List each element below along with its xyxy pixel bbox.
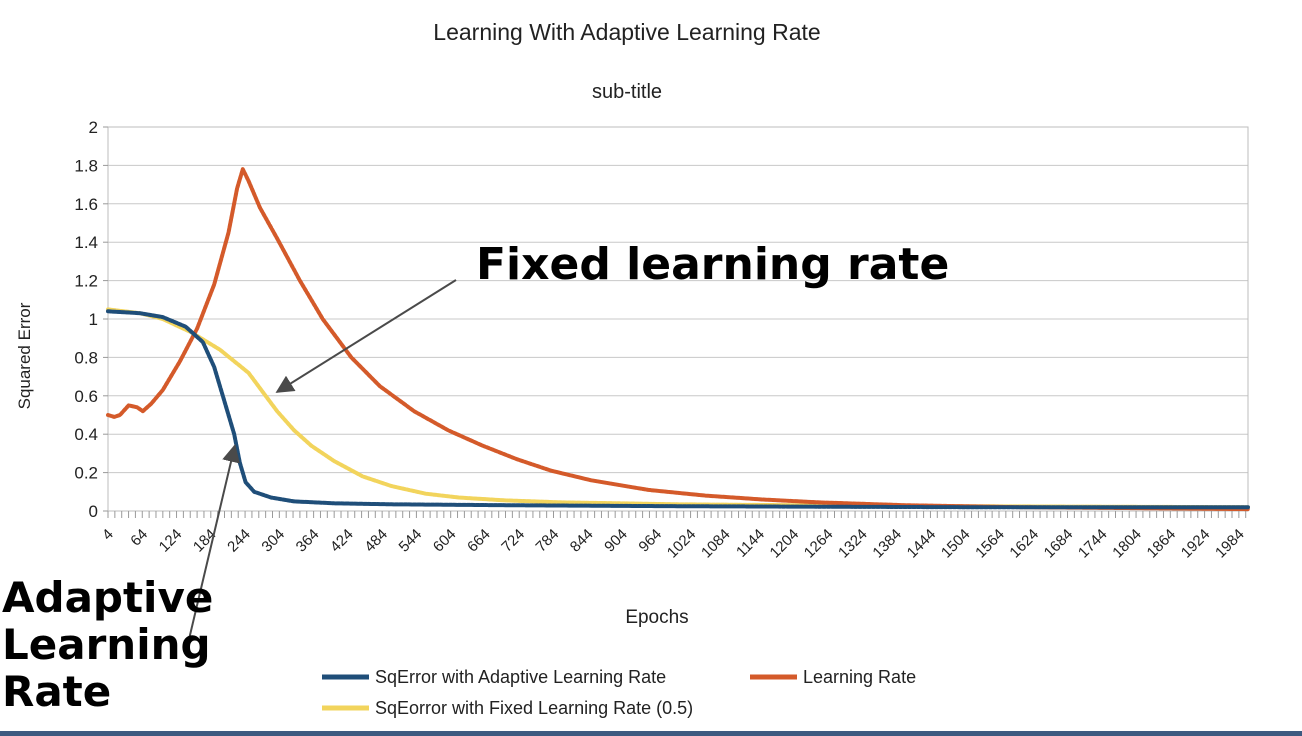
- x-tick-label: 664: [464, 526, 494, 556]
- x-tick-label: 244: [224, 526, 254, 556]
- y-tick-label: 1.2: [74, 272, 98, 291]
- x-tick-label: 544: [396, 526, 426, 556]
- y-tick-label: 1.8: [74, 156, 98, 175]
- legend: SqError with Adaptive Learning Rate Learn…: [322, 667, 916, 718]
- y-tick-label: 0.6: [74, 387, 98, 406]
- chart-subtitle: sub-title: [592, 81, 662, 103]
- x-tick-label: 1024: [664, 526, 700, 562]
- x-tick-label: 64: [127, 526, 151, 550]
- x-axis-label: Epochs: [625, 607, 688, 628]
- y-tick-label: 2: [89, 118, 98, 137]
- y-tick-label: 1.4: [74, 233, 98, 252]
- x-tick-label: 964: [635, 526, 665, 556]
- x-tick-label: 1984: [1212, 526, 1248, 562]
- y-axis: 0 0.2 0.4 0.6 0.8 1 1.2 1.4 1.6 1.8 2: [74, 118, 108, 521]
- x-tick-label: 364: [293, 526, 323, 556]
- x-tick-label: 1744: [1075, 526, 1111, 562]
- x-tick-label: 4: [99, 526, 117, 544]
- legend-label: Learning Rate: [803, 667, 916, 687]
- y-tick-label: 1.6: [74, 195, 98, 214]
- x-tick-label: 1384: [869, 526, 905, 562]
- series-line: [106, 309, 1250, 510]
- x-tick-label: 1564: [972, 526, 1008, 562]
- x-tick-label: 1264: [801, 526, 837, 562]
- x-tick-label: 784: [533, 526, 563, 556]
- x-tick-label: 1084: [698, 526, 734, 562]
- x-tick-label: 124: [156, 526, 186, 556]
- series-group: [106, 167, 1250, 512]
- y-tick-label: 0.2: [74, 464, 98, 483]
- x-tick-label: 424: [327, 526, 357, 556]
- x-tick-label: 1864: [1144, 526, 1180, 562]
- x-tick-label: 604: [430, 526, 460, 556]
- y-tick-label: 0.4: [74, 425, 98, 444]
- annotation-arrow-fixed: [275, 279, 457, 393]
- gridlines: [107, 126, 1249, 512]
- x-tick-label: 844: [567, 526, 597, 556]
- y-tick-label: 0.8: [74, 348, 98, 367]
- x-tick-label: 1504: [938, 526, 974, 562]
- x-tick-label: 1444: [904, 526, 940, 562]
- legend-label: SqError with Adaptive Learning Rate: [375, 667, 666, 687]
- x-tick-label: 724: [498, 526, 528, 556]
- annotation-adaptive-line: Rate: [2, 667, 112, 717]
- x-axis: 4 64 124 184 244 304 364 424 484 544 604 664 724 784 8…: [99, 511, 1248, 561]
- chart-title: Learning With Adaptive Learning Rate: [433, 19, 820, 45]
- annotation-arrow-adaptive: [185, 443, 240, 653]
- legend-label: SqEorror with Fixed Learning Rate (0.5): [375, 698, 693, 718]
- x-tick-label: 1804: [1109, 526, 1145, 562]
- x-tick-label: 1144: [733, 526, 768, 561]
- x-tick-label: 1204: [767, 526, 803, 562]
- annotation-fixed-learning-rate: Fixed learning rate: [476, 239, 950, 290]
- x-tick-label: 484: [361, 526, 391, 556]
- annotation-adaptive-line: Learning: [2, 620, 211, 670]
- y-tick-label: 0: [89, 502, 98, 521]
- bottom-strip: [0, 731, 1302, 736]
- x-tick-label: 1324: [835, 526, 871, 562]
- series-line: [106, 167, 1250, 512]
- x-tick-label: 1924: [1178, 526, 1214, 562]
- annotation-adaptive-line: Adaptive: [2, 573, 214, 622]
- x-tick-label: 1624: [1006, 526, 1042, 562]
- series-line: [106, 307, 1250, 510]
- y-tick-label: 1: [89, 310, 98, 329]
- x-tick-label: 904: [601, 526, 631, 556]
- x-tick-label: 1684: [1041, 526, 1077, 562]
- annotation-adaptive-learning-rate: Adaptive Learning Rate: [2, 574, 242, 715]
- x-tick-label: 304: [258, 526, 288, 556]
- y-axis-label: Squared Error: [15, 302, 34, 409]
